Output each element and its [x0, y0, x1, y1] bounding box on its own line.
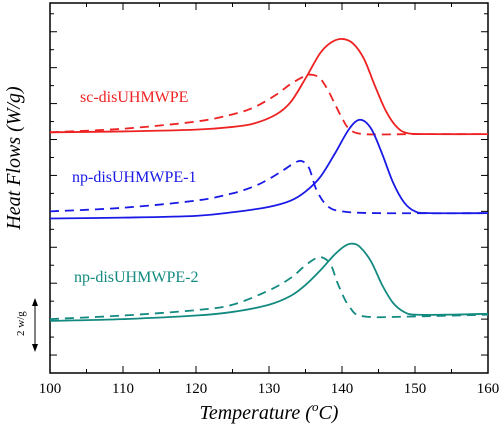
x-tick-label: 110	[112, 381, 134, 397]
curve-sc-solid	[49, 38, 489, 136]
series-label-sc: sc-disUHMWPE	[80, 89, 188, 106]
curve-np1-solid	[49, 118, 489, 220]
scale-bar	[32, 298, 38, 352]
x-tick-label: 100	[39, 381, 62, 397]
curve-sc-dashed	[49, 73, 488, 136]
x-tick-label: 120	[185, 381, 208, 397]
series-label-np1: np-disUHMWPE-1	[72, 169, 196, 186]
x-tick-label: 160	[477, 381, 500, 397]
y-axis-title: Heat Flows (W/g)	[3, 86, 25, 231]
curves-group	[49, 38, 489, 322]
x-axis-title: Temperature (oC)	[200, 399, 339, 424]
x-tick-label: 130	[258, 381, 281, 397]
series-label-np2: np-disUHMWPE-2	[74, 269, 198, 286]
plot-frame	[49, 2, 489, 374]
x-tick-label: 140	[331, 381, 354, 397]
scale-bar-label: 2 w/g	[15, 311, 27, 336]
curve-np2-solid	[49, 242, 489, 322]
x-tick-label: 150	[404, 381, 427, 397]
x-axis-ticks: 100 110 120 130 140 150 160	[39, 3, 500, 397]
curve-np1-dashed	[49, 159, 489, 215]
curve-np2-dashed	[49, 256, 489, 321]
